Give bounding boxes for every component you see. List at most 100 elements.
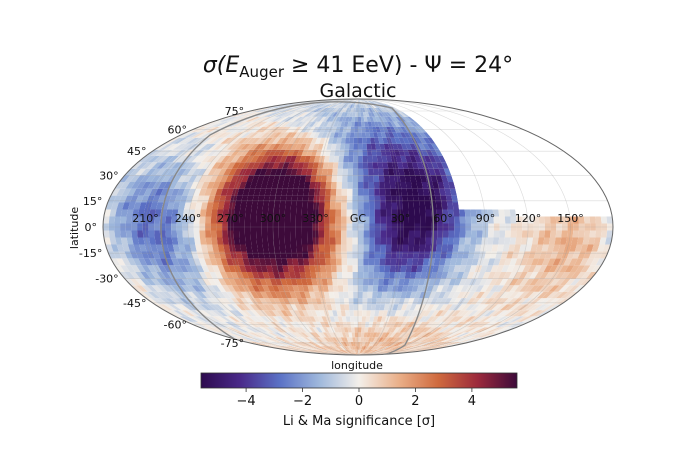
latitude-tick-label: -30° <box>95 273 118 286</box>
heatmap-cell <box>383 112 390 117</box>
heatmap-cell <box>207 316 221 322</box>
unexposed-cell <box>474 168 483 176</box>
heatmap-cell <box>126 237 134 245</box>
heatmap-cell <box>390 121 397 127</box>
heatmap-cell <box>236 321 249 328</box>
heatmap-cell <box>386 126 393 133</box>
heatmap-cell <box>396 316 403 322</box>
heatmap-cell <box>216 209 224 217</box>
heatmap-cell <box>308 349 328 353</box>
heatmap-cell <box>405 265 413 272</box>
heatmap-cell <box>369 316 375 322</box>
heatmap-cell <box>405 341 418 347</box>
unexposed-cell <box>453 168 462 176</box>
heatmap-cell <box>416 265 423 272</box>
heatmap-cell <box>188 272 198 279</box>
heatmap-cell <box>424 341 441 347</box>
unexposed-cell <box>397 101 422 105</box>
heatmap-cell <box>536 310 552 317</box>
heatmap-cell <box>268 112 284 117</box>
heatmap-cell <box>370 137 376 144</box>
heatmap-cell <box>372 155 378 163</box>
heatmap-cell <box>168 304 182 311</box>
heatmap-cell <box>378 310 384 317</box>
heatmap-cell <box>160 298 173 305</box>
heatmap-cell <box>380 337 387 342</box>
unexposed-cell <box>472 175 480 182</box>
heatmap-cell <box>358 327 362 333</box>
heatmap-cell <box>369 237 375 245</box>
heatmap-cell <box>306 112 316 117</box>
heatmap-cell <box>431 304 440 311</box>
heatmap-cell <box>295 346 312 350</box>
unexposed-cell <box>452 143 462 150</box>
heatmap-cell <box>395 341 406 347</box>
heatmap-cell <box>335 107 342 113</box>
heatmap-cell <box>539 272 549 279</box>
heatmap-cell <box>437 230 443 238</box>
heatmap-cell <box>198 126 214 133</box>
heatmap-cell <box>556 298 570 305</box>
heatmap-cell <box>358 272 364 279</box>
heatmap-cell <box>365 126 370 133</box>
heatmap-cell <box>460 316 472 322</box>
heatmap-cell <box>484 251 492 259</box>
heatmap-cell <box>148 216 155 224</box>
heatmap-cell <box>392 223 398 231</box>
unexposed-cell <box>573 162 585 169</box>
heatmap-cell <box>347 346 352 350</box>
heatmap-cell <box>120 230 127 238</box>
heatmap-cell <box>234 202 242 210</box>
heatmap-cell <box>323 107 331 113</box>
heatmap-cell <box>297 332 307 338</box>
unexposed-cell <box>504 162 515 169</box>
unexposed-cell <box>517 195 525 203</box>
heatmap-cell <box>310 107 321 113</box>
heatmap-cell <box>164 137 180 144</box>
heatmap-cell <box>423 195 431 203</box>
heatmap-cell <box>420 230 426 238</box>
heatmap-cell <box>521 230 528 238</box>
heatmap-cell <box>325 332 333 338</box>
heatmap-cell <box>238 168 247 176</box>
heatmap-cell <box>368 126 374 133</box>
heatmap-cell <box>273 216 279 224</box>
heatmap-cell <box>391 346 404 350</box>
unexposed-cell <box>434 107 453 113</box>
heatmap-cell <box>409 223 415 231</box>
heatmap-cell <box>423 346 446 350</box>
heatmap-cell <box>340 121 346 127</box>
colorbar: −4 −2 0 2 4 Li & Ma significance [σ] <box>200 372 518 429</box>
heatmap-cell <box>240 298 250 305</box>
heatmap-cell <box>171 258 180 266</box>
heatmap-cell <box>392 143 399 150</box>
heatmap-cell <box>442 337 459 342</box>
heatmap-cell <box>423 251 431 259</box>
heatmap-cell <box>349 137 354 144</box>
heatmap-cell <box>396 251 403 259</box>
heatmap-cell <box>410 126 419 133</box>
heatmap-cell <box>342 175 348 182</box>
heatmap-cell <box>514 316 529 322</box>
heatmap-cell <box>252 132 263 138</box>
heatmap-cell <box>485 244 493 252</box>
heatmap-cell <box>312 327 320 333</box>
heatmap-cell <box>422 341 438 347</box>
heatmap-cell <box>306 346 320 350</box>
unexposed-cell <box>469 143 480 150</box>
heatmap-cell <box>427 310 436 317</box>
heatmap-cell <box>541 291 554 299</box>
heatmap-cell <box>154 223 160 231</box>
heatmap-cell <box>433 168 441 176</box>
heatmap-cell <box>209 304 221 311</box>
heatmap-cell <box>273 121 285 127</box>
heatmap-cell <box>130 265 141 272</box>
heatmap-cell <box>358 99 370 102</box>
heatmap-cell <box>415 316 423 322</box>
heatmap-cell <box>465 285 474 292</box>
heatmap-cell <box>248 132 260 138</box>
heatmap-cell <box>358 107 361 113</box>
heatmap-cell <box>381 291 388 299</box>
heatmap-cell <box>304 346 319 350</box>
heatmap-cell <box>103 230 110 238</box>
